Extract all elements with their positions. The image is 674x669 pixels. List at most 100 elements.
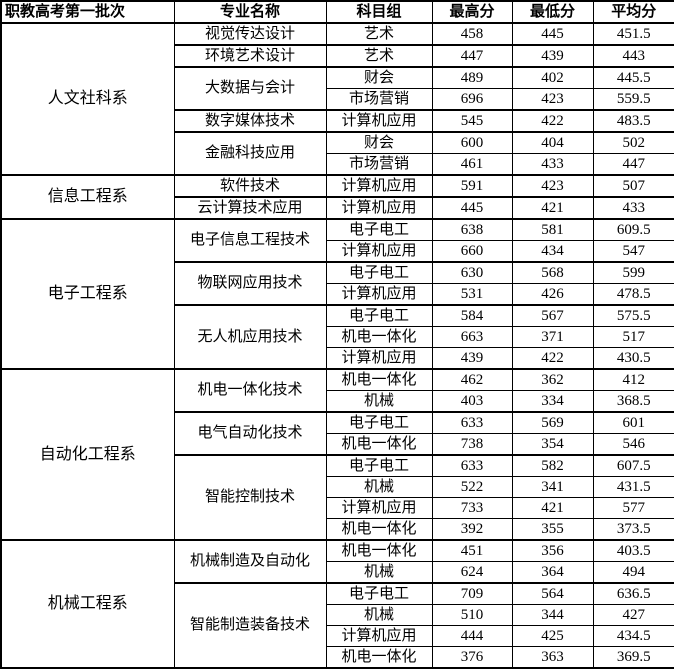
- avg-score-cell: 430.5: [592, 347, 674, 370]
- subject-group-cell: 机电一体化: [325, 326, 433, 348]
- avg-score-cell: 431.5: [592, 476, 674, 498]
- min-score-cell: 363: [511, 646, 594, 669]
- max-score-cell: 600: [431, 131, 513, 154]
- subject-group-cell: 市场营销: [325, 88, 433, 111]
- header-min-score: 最低分: [511, 0, 594, 24]
- major-cell: 大数据与会计: [173, 66, 327, 111]
- max-score-cell: 447: [431, 44, 513, 68]
- min-score-cell: 404: [511, 131, 594, 154]
- table-row: 机电一体化 663 371 517: [1, 326, 674, 348]
- department-cell: 人文社科系: [0, 22, 175, 176]
- subject-group-cell: 市场营销: [325, 153, 433, 176]
- subject-group-cell: 计算机应用: [325, 347, 433, 370]
- avg-score-cell: 599: [592, 261, 674, 284]
- min-score-cell: 568: [511, 261, 594, 284]
- max-score-cell: 624: [431, 561, 513, 584]
- max-score-cell: 633: [431, 411, 513, 434]
- header-max-score: 最高分: [431, 0, 513, 24]
- min-score-cell: 434: [511, 240, 594, 263]
- max-score-cell: 451: [431, 539, 513, 562]
- major-cell: 无人机应用技术: [173, 304, 327, 370]
- min-score-cell: 421: [511, 196, 594, 220]
- subject-group-cell: 机械: [325, 390, 433, 413]
- department-cell: 机械工程系: [0, 539, 175, 669]
- min-score-cell: 334: [511, 390, 594, 413]
- avg-score-cell: 636.5: [592, 582, 674, 605]
- max-score-cell: 630: [431, 261, 513, 284]
- avg-score-cell: 443: [592, 44, 674, 68]
- header-major-name: 专业名称: [173, 0, 327, 24]
- department-cell: 信息工程系: [0, 174, 175, 220]
- avg-score-cell: 403.5: [592, 539, 674, 562]
- max-score-cell: 663: [431, 326, 513, 348]
- avg-score-cell: 517: [592, 326, 674, 348]
- table-row: 人文社科系 视觉传达设计 艺术 458 445 451.5: [0, 22, 674, 176]
- avg-score-cell: 427: [592, 604, 674, 626]
- avg-score-cell: 559.5: [592, 88, 674, 111]
- min-score-cell: 402: [511, 66, 594, 89]
- min-score-cell: 439: [511, 44, 594, 68]
- table-row: 无人机应用技术 电子电工 584 567 575.5: [1, 304, 674, 370]
- score-table-body: 人文社科系 视觉传达设计 艺术 458 445 451.5 环境艺术设计 艺术 447 439 44…: [0, 22, 674, 669]
- subject-group-cell: 电子电工: [325, 261, 433, 284]
- subject-group-cell: 计算机应用: [325, 497, 433, 519]
- table-row: 智能控制技术 电子电工 633 582 607.5: [1, 454, 674, 541]
- subject-group-cell: 计算机应用: [325, 240, 433, 263]
- max-score-cell: 376: [431, 646, 513, 669]
- min-score-cell: 567: [511, 304, 594, 327]
- avg-score-cell: 433: [592, 196, 674, 220]
- major-cell: 智能制造装备技术: [173, 582, 327, 669]
- max-score-cell: 584: [431, 304, 513, 327]
- max-score-cell: 462: [431, 368, 513, 391]
- avg-score-cell: 445.5: [592, 66, 674, 89]
- major-cell: 软件技术: [173, 174, 327, 198]
- avg-score-cell: 412: [592, 368, 674, 391]
- subject-group-cell: 电子电工: [325, 411, 433, 434]
- table-row: 大数据与会计 财会 489 402 445.5: [1, 66, 674, 111]
- min-score-cell: 344: [511, 604, 594, 626]
- table-row: 机械工程系 机械制造及自动化 机电一体化 451 356 403.5: [0, 539, 674, 669]
- table-row: 自动化工程系 机电一体化技术 机电一体化 462 362 412: [0, 368, 674, 541]
- subject-group-cell: 计算机应用: [325, 196, 433, 220]
- avg-score-cell: 601: [592, 411, 674, 434]
- max-score-cell: 392: [431, 518, 513, 541]
- subject-group-cell: 艺术: [325, 22, 433, 46]
- major-cell: 金融科技应用: [173, 131, 327, 176]
- subject-group-cell: 财会: [325, 131, 433, 154]
- min-score-cell: 362: [511, 368, 594, 391]
- min-score-cell: 569: [511, 411, 594, 434]
- table-row: 机械 522 341 431.5: [1, 476, 674, 498]
- min-score-cell: 422: [511, 109, 594, 133]
- avg-score-cell: 434.5: [592, 625, 674, 647]
- min-score-cell: 355: [511, 518, 594, 541]
- min-score-cell: 425: [511, 625, 594, 647]
- major-cell: 电气自动化技术: [173, 411, 327, 456]
- subject-group-cell: 财会: [325, 66, 433, 89]
- subject-group-cell: 计算机应用: [325, 174, 433, 198]
- table-row: 电气自动化技术 电子电工 633 569 601: [1, 411, 674, 456]
- min-score-cell: 423: [511, 88, 594, 111]
- min-score-cell: 423: [511, 174, 594, 198]
- subject-group-cell: 机电一体化: [325, 539, 433, 562]
- table-row: 云计算技术应用 计算机应用 445 421 433: [1, 196, 674, 220]
- table-row: 机电一体化 738 354 546: [1, 433, 674, 456]
- min-score-cell: 364: [511, 561, 594, 584]
- major-cell: 物联网应用技术: [173, 261, 327, 306]
- header-row: 职教高考第一批次 专业名称 科目组 最高分 最低分 平均分: [0, 0, 674, 24]
- avg-score-cell: 507: [592, 174, 674, 198]
- major-cell: 电子信息工程技术: [173, 218, 327, 263]
- subject-group-cell: 机械: [325, 561, 433, 584]
- max-score-cell: 445: [431, 196, 513, 220]
- header-batch: 职教高考第一批次: [0, 0, 175, 24]
- max-score-cell: 403: [431, 390, 513, 413]
- table-row: 计算机应用 439 422 430.5: [1, 347, 674, 370]
- subject-group-cell: 电子电工: [325, 218, 433, 241]
- avg-score-cell: 546: [592, 433, 674, 456]
- table-row: 机械 624 364 494: [1, 561, 674, 584]
- major-cell: 数字媒体技术: [173, 109, 327, 133]
- max-score-cell: 709: [431, 582, 513, 605]
- major-cell: 环境艺术设计: [173, 44, 327, 68]
- table-row: 数字媒体技术 计算机应用 545 422 483.5: [1, 109, 674, 133]
- avg-score-cell: 502: [592, 131, 674, 154]
